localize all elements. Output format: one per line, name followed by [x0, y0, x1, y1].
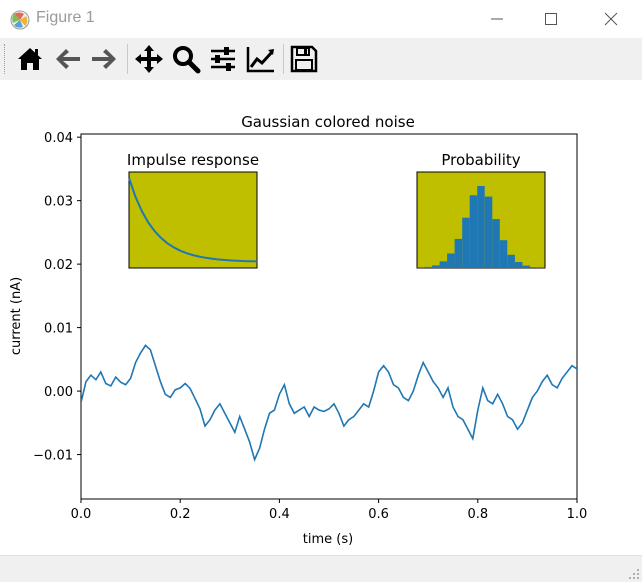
- histogram-bar: [522, 266, 530, 268]
- histogram-bar: [447, 254, 455, 269]
- pan-button[interactable]: [133, 43, 165, 75]
- y-tick-label: −0.01: [33, 449, 73, 464]
- line-chart-icon: [244, 43, 276, 75]
- histogram-bar: [462, 218, 470, 268]
- histogram-bar: [432, 265, 440, 268]
- x-axis-label: time (s): [303, 532, 353, 547]
- x-tick-label: 0.0: [71, 507, 92, 522]
- y-tick-label: 0.01: [44, 322, 73, 337]
- impulse-response-inset: Impulse response: [127, 151, 259, 268]
- toolbar-separator: [127, 44, 128, 74]
- toolbar-grip: [4, 44, 8, 74]
- chart-title: Gaussian colored noise: [241, 113, 415, 131]
- forward-button[interactable]: [88, 43, 120, 75]
- magnifier-icon: [170, 43, 202, 75]
- x-tick-label: 0.6: [368, 507, 389, 522]
- arrow-left-icon: [52, 43, 84, 75]
- histogram-bar: [425, 267, 433, 268]
- inset-title-impulse: Impulse response: [127, 151, 259, 169]
- arrow-right-icon: [88, 43, 120, 75]
- histogram-bar: [500, 240, 508, 268]
- resize-grip-icon[interactable]: [628, 568, 640, 580]
- maximize-icon: [544, 12, 558, 26]
- save-button[interactable]: [288, 43, 320, 75]
- title-bar: Figure 1: [0, 0, 642, 38]
- figure-canvas[interactable]: Gaussian colored noise 0.0 0.2 0.4 0.6 0.8 1.…: [0, 80, 642, 555]
- histogram-bar: [515, 262, 523, 268]
- configure-subplots-button[interactable]: [207, 43, 239, 75]
- sliders-icon: [207, 43, 239, 75]
- histogram-bar: [492, 219, 500, 268]
- histogram-bar: [455, 239, 463, 268]
- status-bar: [0, 555, 642, 582]
- window-title: Figure 1: [36, 9, 95, 27]
- histogram-bar: [530, 267, 538, 268]
- toolbar-separator: [283, 44, 284, 74]
- toolbar: [0, 38, 642, 80]
- histogram-bar: [477, 186, 485, 268]
- y-axis-label: current (nA): [9, 277, 24, 355]
- close-icon: [604, 12, 618, 26]
- y-tick-label: 0.03: [44, 195, 73, 210]
- impulse-plot-frame: [129, 172, 257, 268]
- minimize-button[interactable]: [474, 0, 520, 38]
- floppy-disk-icon: [288, 43, 320, 75]
- histogram-bar: [507, 255, 515, 268]
- histogram-bar: [440, 261, 448, 268]
- maximize-button[interactable]: [528, 0, 574, 38]
- zoom-button[interactable]: [170, 43, 202, 75]
- histogram-bar: [485, 197, 493, 268]
- minimize-icon: [490, 12, 504, 26]
- back-button[interactable]: [52, 43, 84, 75]
- x-tick-label: 0.8: [467, 507, 488, 522]
- inset-title-probability: Probability: [441, 151, 520, 169]
- x-tick-label: 0.2: [170, 507, 191, 522]
- x-tick-label: 0.4: [269, 507, 290, 522]
- figure-svg: Gaussian colored noise 0.0 0.2 0.4 0.6 0.8 1.…: [0, 80, 642, 555]
- y-tick-label: 0.04: [44, 131, 73, 146]
- y-tick-label: 0.00: [44, 385, 73, 400]
- home-button[interactable]: [14, 43, 46, 75]
- home-icon: [14, 43, 46, 75]
- x-tick-label: 1.0: [567, 507, 588, 522]
- y-tick-label: 0.02: [44, 258, 73, 273]
- close-button[interactable]: [588, 0, 634, 38]
- app-icon: [10, 10, 30, 30]
- histogram-bar: [470, 195, 478, 268]
- edit-axis-button[interactable]: [244, 43, 276, 75]
- move-icon: [133, 43, 165, 75]
